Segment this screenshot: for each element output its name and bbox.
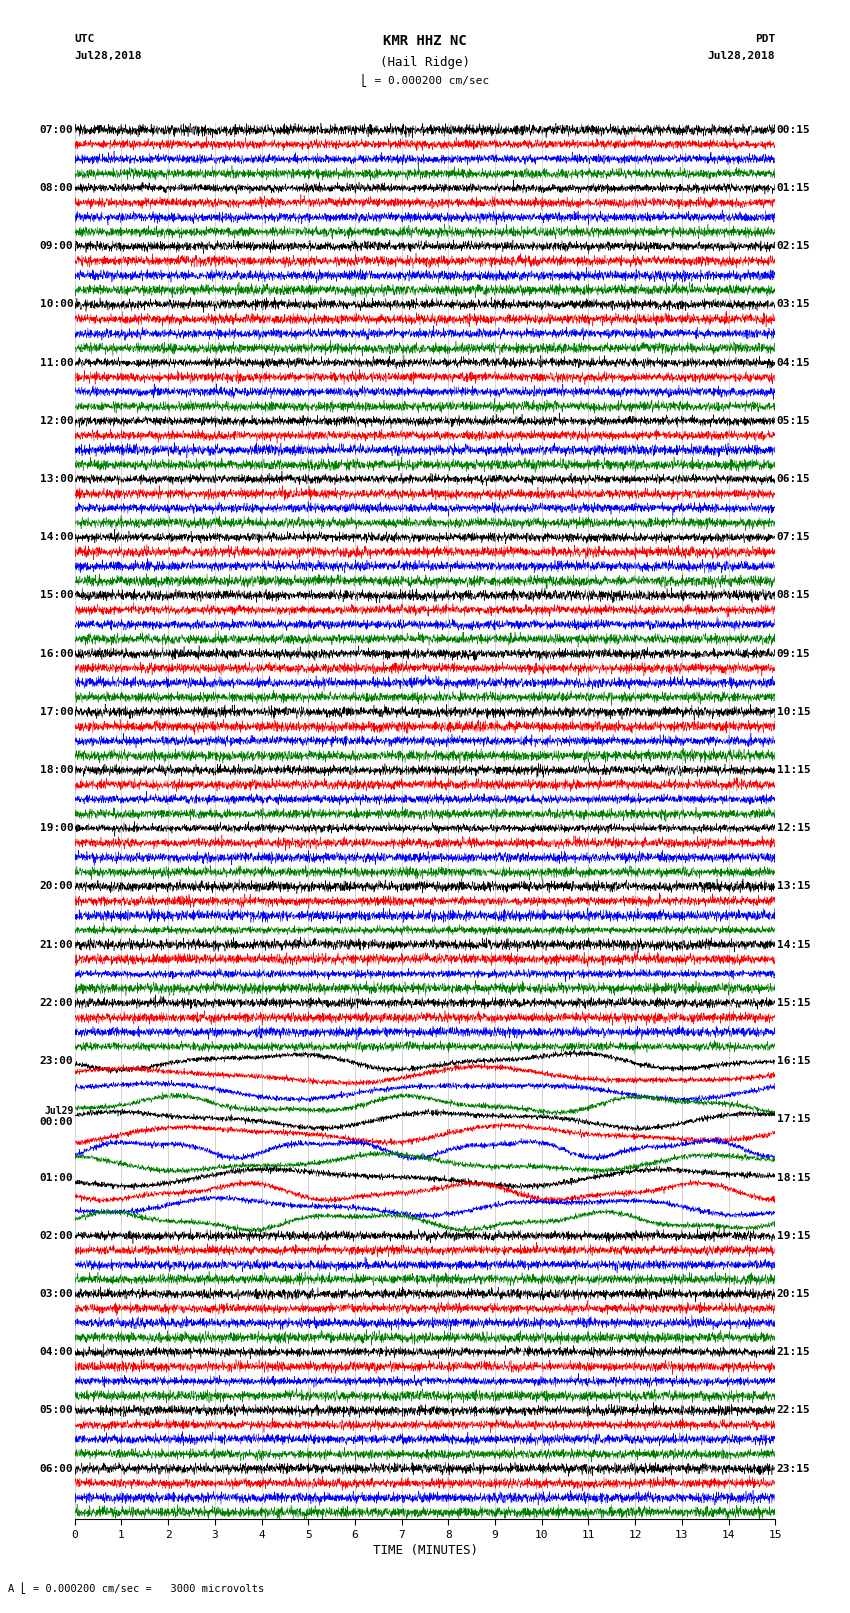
Text: 03:15: 03:15 bbox=[777, 300, 810, 310]
Text: KMR HHZ NC: KMR HHZ NC bbox=[383, 34, 467, 48]
Text: 12:15: 12:15 bbox=[777, 823, 810, 834]
Text: 13:00: 13:00 bbox=[40, 474, 73, 484]
Text: 04:15: 04:15 bbox=[777, 358, 810, 368]
Text: 07:15: 07:15 bbox=[777, 532, 810, 542]
Text: 19:00: 19:00 bbox=[40, 823, 73, 834]
Text: 18:00: 18:00 bbox=[40, 765, 73, 776]
Text: 08:00: 08:00 bbox=[40, 182, 73, 194]
Text: 15:15: 15:15 bbox=[777, 998, 810, 1008]
Text: 12:00: 12:00 bbox=[40, 416, 73, 426]
Text: 06:00: 06:00 bbox=[40, 1463, 73, 1474]
Text: 19:15: 19:15 bbox=[777, 1231, 810, 1240]
Text: 10:00: 10:00 bbox=[40, 300, 73, 310]
Text: 02:15: 02:15 bbox=[777, 242, 810, 252]
Text: 09:00: 09:00 bbox=[40, 242, 73, 252]
Text: 04:00: 04:00 bbox=[40, 1347, 73, 1357]
Text: 20:15: 20:15 bbox=[777, 1289, 810, 1298]
Text: 07:00: 07:00 bbox=[40, 124, 73, 135]
X-axis label: TIME (MINUTES): TIME (MINUTES) bbox=[372, 1544, 478, 1557]
Text: 05:00: 05:00 bbox=[40, 1405, 73, 1415]
Text: 02:00: 02:00 bbox=[40, 1231, 73, 1240]
Text: 10:15: 10:15 bbox=[777, 706, 810, 716]
Text: 01:15: 01:15 bbox=[777, 182, 810, 194]
Text: Jul28,2018: Jul28,2018 bbox=[708, 52, 775, 61]
Text: 22:00: 22:00 bbox=[40, 998, 73, 1008]
Text: PDT: PDT bbox=[755, 34, 775, 44]
Text: (Hail Ridge): (Hail Ridge) bbox=[380, 56, 470, 69]
Text: 08:15: 08:15 bbox=[777, 590, 810, 600]
Text: 17:00: 17:00 bbox=[40, 706, 73, 716]
Text: 11:00: 11:00 bbox=[40, 358, 73, 368]
Text: A ⎣ = 0.000200 cm/sec =   3000 microvolts: A ⎣ = 0.000200 cm/sec = 3000 microvolts bbox=[8, 1582, 264, 1594]
Text: 15:00: 15:00 bbox=[40, 590, 73, 600]
Text: 16:00: 16:00 bbox=[40, 648, 73, 658]
Text: 11:15: 11:15 bbox=[777, 765, 810, 776]
Text: 06:15: 06:15 bbox=[777, 474, 810, 484]
Text: 16:15: 16:15 bbox=[777, 1057, 810, 1066]
Text: Jul29: Jul29 bbox=[44, 1105, 73, 1116]
Text: 23:00: 23:00 bbox=[40, 1057, 73, 1066]
Text: 18:15: 18:15 bbox=[777, 1173, 810, 1182]
Text: 23:15: 23:15 bbox=[777, 1463, 810, 1474]
Text: 14:00: 14:00 bbox=[40, 532, 73, 542]
Text: Jul28,2018: Jul28,2018 bbox=[75, 52, 142, 61]
Text: 05:15: 05:15 bbox=[777, 416, 810, 426]
Text: 00:15: 00:15 bbox=[777, 124, 810, 135]
Text: ⎣ = 0.000200 cm/sec: ⎣ = 0.000200 cm/sec bbox=[361, 74, 489, 87]
Text: 01:00: 01:00 bbox=[40, 1173, 73, 1182]
Text: 21:15: 21:15 bbox=[777, 1347, 810, 1357]
Text: 09:15: 09:15 bbox=[777, 648, 810, 658]
Text: 13:15: 13:15 bbox=[777, 881, 810, 892]
Text: 20:00: 20:00 bbox=[40, 881, 73, 892]
Text: 17:15: 17:15 bbox=[777, 1115, 810, 1124]
Text: 03:00: 03:00 bbox=[40, 1289, 73, 1298]
Text: 22:15: 22:15 bbox=[777, 1405, 810, 1415]
Text: 00:00: 00:00 bbox=[40, 1118, 73, 1127]
Text: 21:00: 21:00 bbox=[40, 940, 73, 950]
Text: UTC: UTC bbox=[75, 34, 95, 44]
Text: 14:15: 14:15 bbox=[777, 940, 810, 950]
